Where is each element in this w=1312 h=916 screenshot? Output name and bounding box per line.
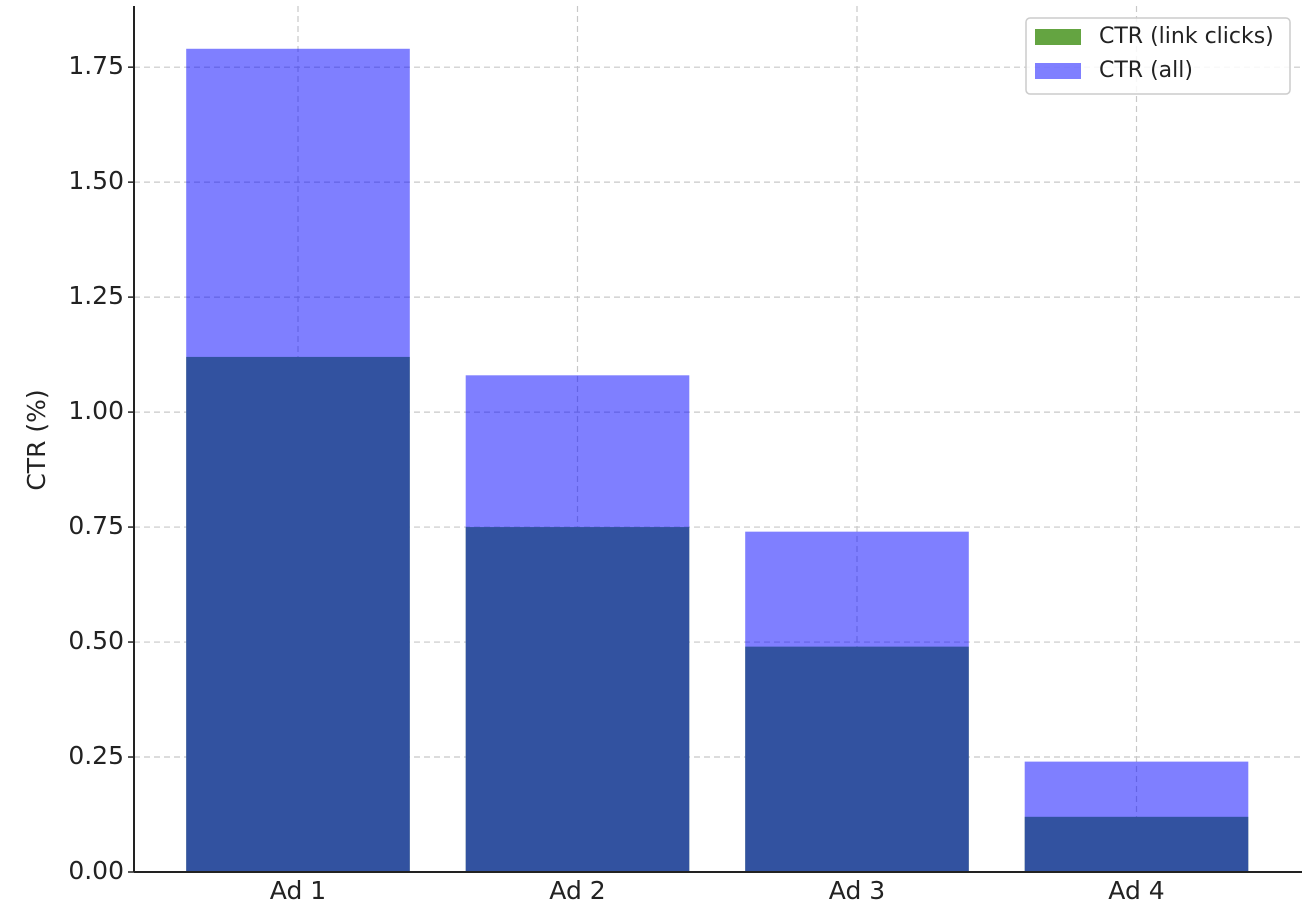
y-tick-label: 0.00 [68, 856, 124, 885]
y-tick-label: 1.00 [68, 396, 124, 425]
legend-box [1025, 17, 1291, 95]
bar [745, 531, 969, 872]
y-tick-label: 1.25 [68, 281, 124, 310]
bar [465, 375, 690, 872]
bars [186, 48, 1249, 872]
bar [186, 48, 410, 872]
y-axis-label: CTR (%) [22, 389, 51, 490]
y-tick-label: 1.75 [68, 51, 124, 80]
y-tick-label: 0.75 [68, 511, 124, 540]
legend-label: CTR (link clicks) [1099, 24, 1274, 49]
y-tick-label: 0.25 [68, 741, 124, 770]
legend-label: CTR (all) [1099, 58, 1193, 83]
x-tick-label: Ad 3 [829, 876, 885, 905]
x-tick-label: Ad 1 [270, 876, 326, 905]
legend-swatch [1035, 63, 1081, 79]
legend: CTR (link clicks) CTR (all) [1025, 17, 1291, 95]
legend-swatch [1035, 29, 1081, 45]
x-tick-label: Ad 2 [549, 876, 605, 905]
y-tick-label: 0.50 [68, 626, 124, 655]
x-tick-label: Ad 4 [1108, 876, 1164, 905]
y-tick-label: 1.50 [68, 166, 124, 195]
bar [1024, 761, 1249, 872]
